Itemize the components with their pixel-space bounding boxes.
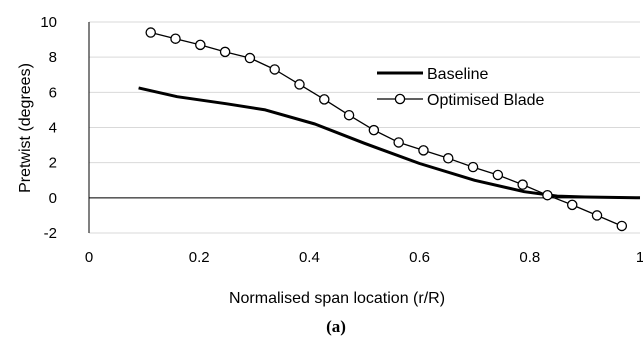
optimised-blade-point bbox=[492, 169, 504, 181]
x-tick-label: 0.6 bbox=[409, 249, 430, 266]
legend-marker-optimised-blade bbox=[394, 93, 406, 105]
optimised-blade-point bbox=[542, 189, 553, 201]
y-tick-label: 6 bbox=[49, 84, 57, 101]
optimised-blade-point bbox=[566, 199, 578, 211]
y-tick-label: -2 bbox=[44, 225, 57, 242]
x-tick-label: 0.8 bbox=[519, 249, 540, 266]
optimised-blade-point bbox=[319, 94, 330, 105]
optimised-blade-point bbox=[219, 46, 231, 58]
optimised-blade-point bbox=[517, 179, 528, 190]
legend: Baseline Optimised Blade bbox=[377, 66, 544, 109]
optimised-blade-point bbox=[591, 210, 603, 221]
series-group bbox=[138, 27, 641, 232]
figure-caption: (a) bbox=[326, 317, 346, 336]
legend-label-baseline: Baseline bbox=[427, 66, 488, 83]
x-tick-label: 1 bbox=[636, 249, 643, 266]
optimised-blade-point bbox=[467, 161, 479, 173]
optimised-blade-point bbox=[294, 79, 305, 90]
optimised-blade-point bbox=[269, 64, 280, 75]
optimised-blade-point bbox=[145, 27, 156, 38]
legend-label-optimised-blade: Optimised Blade bbox=[427, 92, 544, 109]
baseline-line bbox=[138, 86, 641, 200]
x-tick-label: 0.4 bbox=[299, 249, 320, 266]
optimised-blade-point bbox=[368, 124, 380, 136]
y-tick-label: 8 bbox=[49, 49, 57, 66]
optimised-blade-point bbox=[418, 145, 429, 156]
tick-labels: -2 0 2 4 6 8 10 0 0.2 0.4 0.6 0.8 1 bbox=[40, 14, 643, 266]
y-axis-title: Pretwist (degrees) bbox=[17, 63, 34, 193]
optimised-blade-point bbox=[244, 52, 256, 64]
y-tick-label: 2 bbox=[49, 155, 57, 172]
x-tick-label: 0.2 bbox=[189, 249, 210, 266]
optimised-blade-point bbox=[343, 109, 355, 121]
optimised-blade-point bbox=[393, 137, 404, 148]
optimised-blade-point bbox=[195, 39, 206, 51]
x-axis-title: Normalised span location (r/R) bbox=[229, 290, 445, 307]
optimised-blade-point bbox=[443, 153, 454, 164]
optimised-blade-point bbox=[170, 33, 181, 44]
y-tick-label: 0 bbox=[49, 190, 57, 207]
gridlines bbox=[89, 21, 640, 234]
x-tick-label: 0 bbox=[85, 249, 93, 266]
y-tick-label: 10 bbox=[40, 14, 57, 31]
y-tick-label: 4 bbox=[49, 120, 57, 137]
optimised-blade-point bbox=[616, 220, 628, 232]
